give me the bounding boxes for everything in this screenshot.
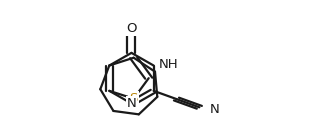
Text: N: N [127, 97, 136, 110]
Text: N: N [210, 103, 219, 116]
Text: S: S [129, 92, 138, 105]
Text: NH: NH [159, 58, 179, 71]
Text: O: O [126, 22, 137, 35]
